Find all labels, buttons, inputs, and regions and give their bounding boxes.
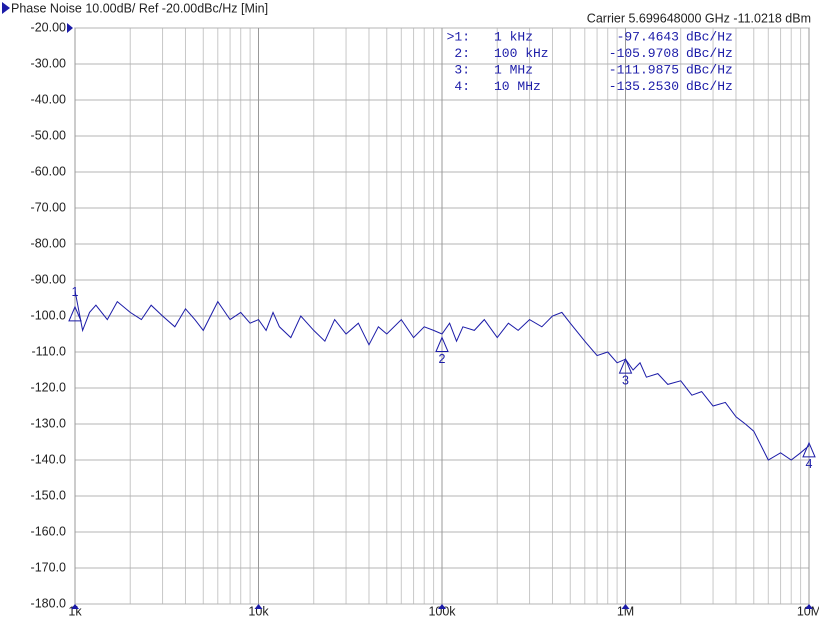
y-tick-label: -70.00 [31,200,66,214]
marker-value: -97.4643 [617,29,679,44]
y-tick-label: -90.00 [31,272,66,286]
trace-indicator [2,2,10,14]
x-tick-label: 10M [797,604,819,618]
x-tick-mark [254,604,263,609]
chart-subtitle: Carrier 5.699648000 GHz -11.0218 dBm [587,11,811,25]
marker-triangle [435,336,449,352]
y-tick-label: -170.0 [31,560,66,574]
x-tick-mark [438,604,446,609]
marker-triangle [618,357,633,374]
x-tick-mark [621,604,630,609]
marker-triangle [68,305,82,322]
ref-indicator [67,23,73,33]
x-tick-mark [805,604,813,609]
x-tick-mark [71,604,79,609]
marker-value: -105.9708 [609,46,679,61]
marker-value: -111.9875 [609,62,679,77]
marker-tag: 1 [72,285,79,299]
chart-title: Phase Noise 10.00dB/ Ref -20.00dBc/Hz [M… [11,1,268,15]
marker-unit: dBc/Hz [686,62,733,77]
y-tick-label: -140.0 [31,452,66,466]
x-tick-label: 1k [68,604,82,618]
y-tick-label: -40.00 [31,92,66,106]
marker-tag: 4 [806,457,813,471]
marker-tag: 3 [622,373,629,387]
y-tick-label: -150.0 [31,488,66,502]
marker-value: -135.2530 [609,79,679,94]
marker-freq: 10 MHz [494,79,541,94]
marker-unit: dBc/Hz [686,46,733,61]
y-tick-label: -80.00 [31,236,66,250]
y-tick-label: -50.00 [31,128,66,142]
y-tick-label: -120.0 [31,380,66,394]
marker-unit: dBc/Hz [686,29,733,44]
marker-triangle [802,441,816,458]
marker-name: 3: [454,62,470,77]
marker-freq: 1 kHz [494,29,533,44]
y-tick-label: -160.0 [31,524,66,538]
marker-tag: 2 [439,352,446,366]
x-tick-label: 100k [428,604,456,618]
y-tick-label: -20.00 [31,20,66,34]
y-tick-label: -110.0 [31,344,66,358]
x-tick-label: 1M [617,604,634,618]
y-tick-label: -130.0 [31,416,66,430]
marker-freq: 100 kHz [494,46,549,61]
y-tick-label: -30.00 [31,56,66,70]
trace-line [74,290,810,461]
x-tick-label: 10k [248,604,269,618]
marker-name: 4: [454,79,470,94]
y-tick-label: -100.0 [31,308,66,322]
marker-unit: dBc/Hz [686,79,733,94]
marker-name: >1: [447,29,470,44]
y-tick-label: -60.00 [31,164,66,178]
y-tick-label: -180.0 [31,596,66,610]
marker-name: 2: [454,46,470,61]
marker-freq: 1 MHz [494,62,533,77]
